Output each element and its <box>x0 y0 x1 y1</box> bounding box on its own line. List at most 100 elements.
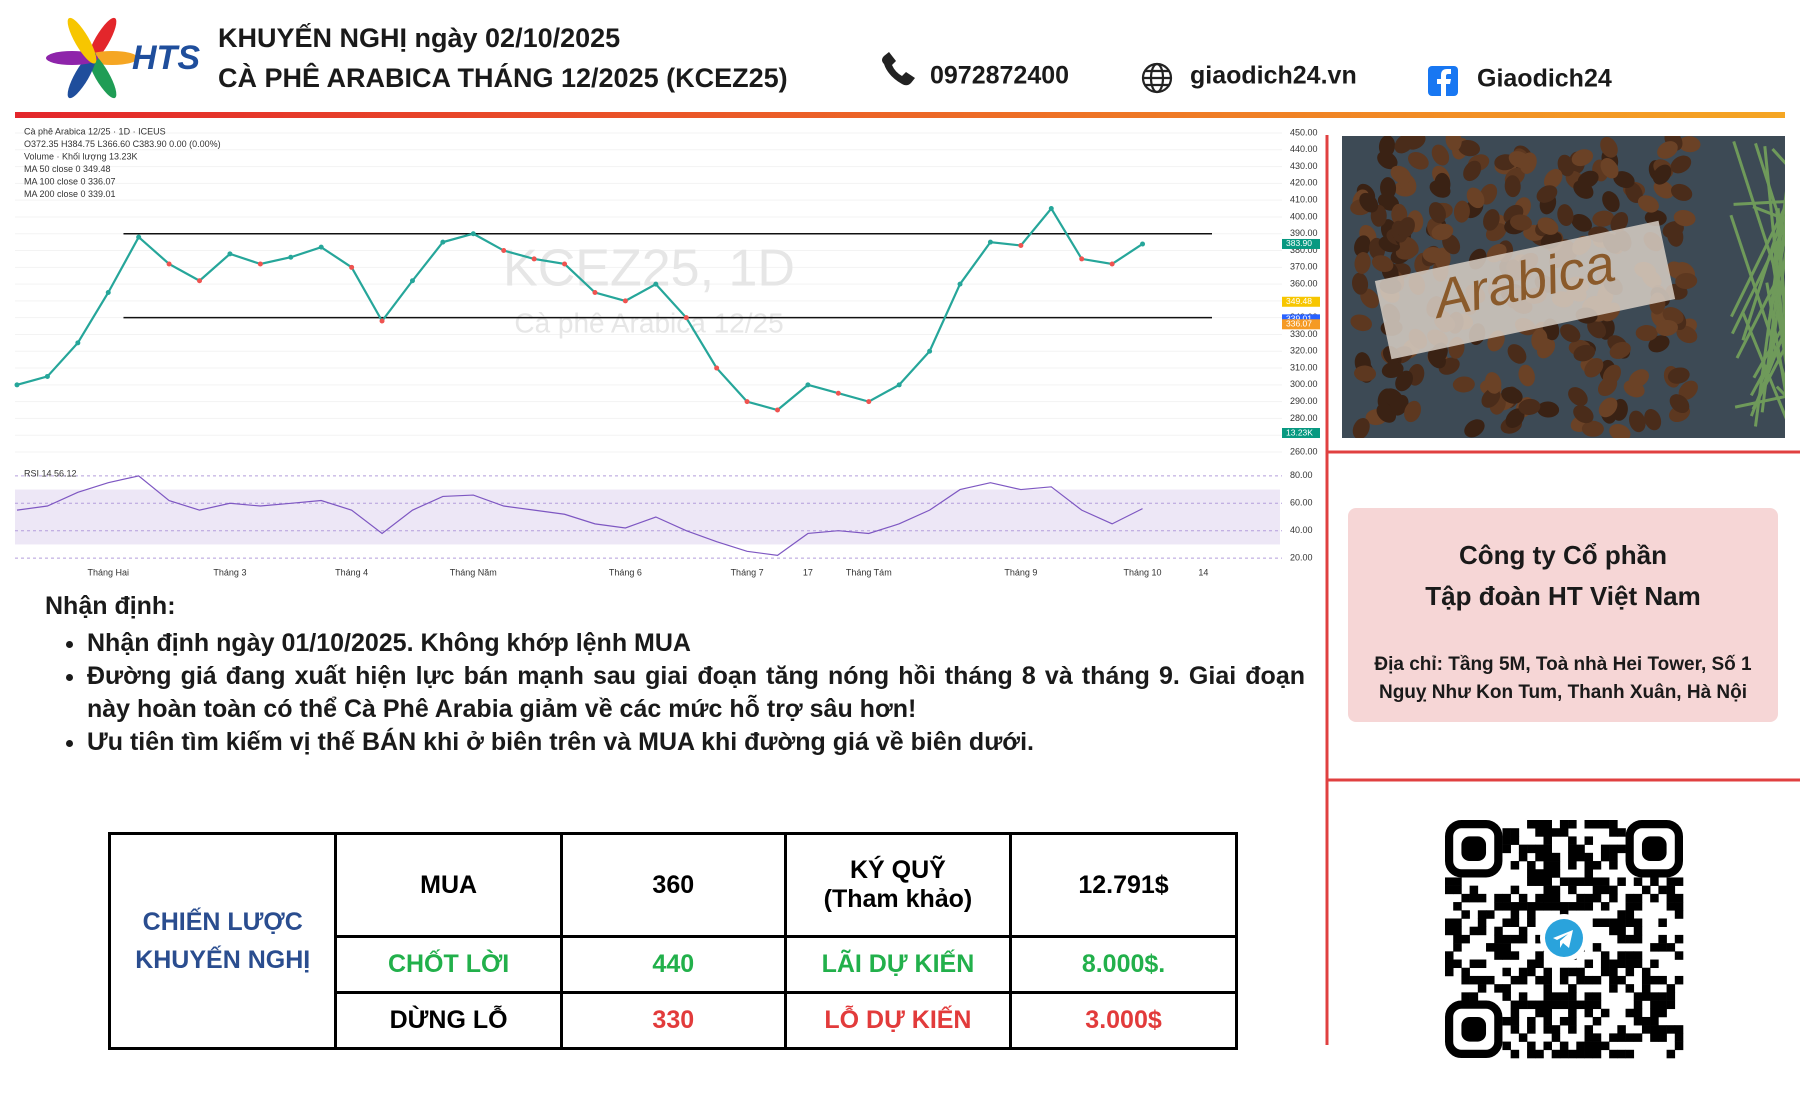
qr-module <box>1600 820 1610 829</box>
qr-module <box>1453 885 1462 895</box>
price-tag-label: 349.48 <box>1286 296 1312 306</box>
bean <box>1613 171 1635 189</box>
qr-module <box>1658 918 1667 927</box>
qr-module <box>1650 1016 1659 1026</box>
chart: 450.00 440.00 430.00 420.00 410.00 400.00 390.… <box>14 125 1325 580</box>
qr-module <box>1674 975 1684 985</box>
qr-module <box>1568 836 1577 845</box>
qr-module <box>1543 1000 1552 1010</box>
qr-module <box>1584 1000 1594 1010</box>
y-tick-label: 390.00 <box>1290 228 1318 238</box>
qr-module <box>1477 975 1487 985</box>
point <box>653 281 659 287</box>
point <box>744 399 750 405</box>
qr-module <box>1568 1008 1577 1018</box>
bean <box>1652 164 1672 185</box>
qr-module <box>1568 861 1577 870</box>
point <box>1018 242 1024 248</box>
point <box>1140 241 1146 247</box>
qr-module <box>1592 820 1602 829</box>
qr-module <box>1445 885 1454 895</box>
qr-module <box>1535 1049 1544 1059</box>
qr-module <box>1625 1008 1635 1018</box>
qr-module <box>1609 975 1618 985</box>
qr-module <box>1592 943 1602 952</box>
qr-module <box>1486 910 1495 919</box>
qr-module <box>1543 844 1552 854</box>
bean <box>1434 172 1451 195</box>
qr-module <box>1551 1033 1561 1042</box>
qr-module <box>1453 918 1462 927</box>
qr-module <box>1502 893 1511 903</box>
qr-module <box>1568 902 1577 911</box>
qr-module <box>1445 926 1454 936</box>
cell: 330 <box>559 991 787 1050</box>
leaf <box>1767 229 1785 325</box>
qr-module <box>1568 852 1577 862</box>
qr-module <box>1543 1025 1552 1034</box>
qr-module <box>1453 934 1462 944</box>
bean <box>1571 213 1593 232</box>
qr-module <box>1551 1025 1561 1034</box>
bean <box>1377 151 1398 170</box>
qr-module <box>1510 885 1520 895</box>
qr-module <box>1518 975 1528 985</box>
title: KHUYẾN NGHỊ ngày 02/10/2025 <box>218 22 620 53</box>
point <box>835 390 841 396</box>
bean <box>1568 387 1588 406</box>
qr-module <box>1535 975 1544 985</box>
qr-module <box>1518 926 1528 936</box>
qr-module <box>1543 861 1552 870</box>
qr-module <box>1527 1016 1536 1026</box>
qr-module <box>1609 820 1618 829</box>
qr-module <box>1543 820 1552 829</box>
qr-module <box>1658 1000 1667 1010</box>
qr-module <box>1527 910 1536 919</box>
qr-module <box>1551 869 1561 878</box>
price-tag-label: 336.07 <box>1286 319 1312 329</box>
facebook: Giaodich24 <box>1477 65 1612 93</box>
cell-line: KÝ QUỸ <box>850 856 946 885</box>
qr-module <box>1609 828 1618 837</box>
qr-module <box>1625 918 1635 927</box>
qr-module <box>1518 902 1528 911</box>
y-tick-label: 400.00 <box>1290 211 1318 221</box>
x-tick-label: Tháng 9 <box>1004 567 1037 577</box>
qr-module <box>1641 975 1651 985</box>
qr-module <box>1674 910 1684 919</box>
qr-module <box>1592 861 1602 870</box>
rsi-tick-label: 20.00 <box>1290 553 1313 563</box>
bean <box>1381 361 1404 379</box>
rsi-band <box>15 489 1280 545</box>
qr-module <box>1461 992 1470 1001</box>
qr-module <box>1527 844 1536 854</box>
point <box>896 382 902 388</box>
qr-module <box>1551 902 1561 911</box>
bean <box>1644 408 1662 431</box>
qr-module <box>1477 926 1487 936</box>
qr-module <box>1461 893 1470 903</box>
phone-icon <box>882 52 915 86</box>
bean <box>1445 136 1462 151</box>
qr-module <box>1477 910 1487 919</box>
qr-module <box>1510 1049 1520 1059</box>
bean <box>1505 408 1525 428</box>
globe-icon <box>1141 62 1173 94</box>
qr-module <box>1527 820 1536 829</box>
qr-module <box>1518 1000 1528 1010</box>
qr-module <box>1625 967 1635 977</box>
qr-module <box>1617 910 1626 919</box>
qr-module <box>1666 1049 1676 1059</box>
qr-module <box>1576 967 1585 977</box>
qr-module <box>1650 877 1659 886</box>
qr-module <box>1551 893 1561 903</box>
qr-module <box>1535 828 1544 837</box>
bean <box>1560 324 1581 343</box>
qr-module <box>1617 951 1626 960</box>
qr-module <box>1527 877 1536 886</box>
bean <box>1501 387 1523 404</box>
point <box>14 382 20 388</box>
bean <box>1676 325 1698 344</box>
qr-module <box>1543 885 1552 895</box>
qr-module <box>1666 992 1676 1001</box>
